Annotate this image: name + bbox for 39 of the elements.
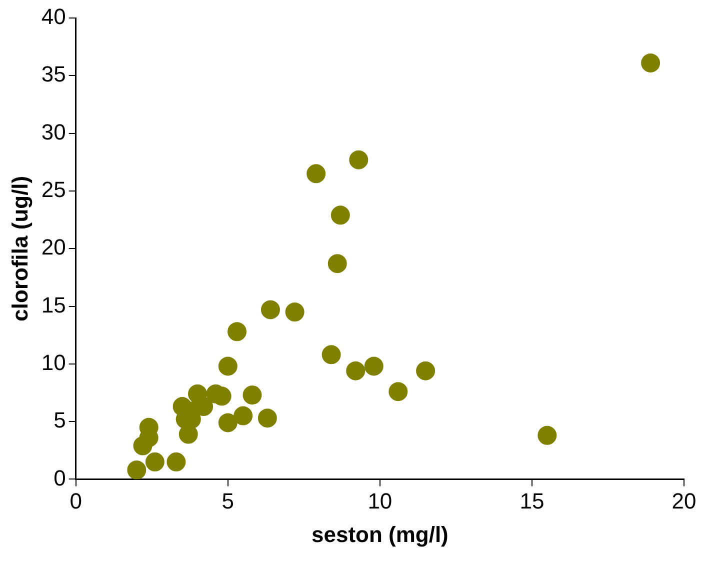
y-tick-label: 30 (41, 119, 66, 144)
point (127, 460, 146, 480)
point (218, 413, 238, 432)
y-tick-label: 35 (41, 62, 66, 87)
x-axis-title: seston (mg/l) (311, 522, 448, 547)
y-tick-label: 5 (54, 408, 66, 433)
x-tick-label: 5 (222, 488, 234, 514)
point (242, 386, 262, 405)
y-axis-title: clorofila (ug/l) (7, 176, 32, 322)
point (218, 356, 238, 376)
point (330, 206, 350, 225)
point (260, 300, 280, 320)
y-tick-label: 20 (41, 234, 66, 260)
point (145, 452, 164, 472)
point (194, 397, 214, 416)
point (166, 452, 186, 472)
y-tick-label: 10 (41, 350, 66, 375)
point (364, 356, 384, 376)
point (641, 53, 660, 72)
x-tick-label: 20 (672, 488, 696, 514)
point (234, 406, 253, 426)
point (538, 426, 557, 445)
point (322, 345, 341, 364)
y-tick-label: 0 (54, 465, 66, 490)
point (346, 361, 366, 380)
point (258, 408, 277, 428)
y-tick-label: 15 (41, 292, 66, 318)
point (388, 382, 408, 402)
x-tick-label: 10 (368, 488, 392, 514)
point (328, 254, 347, 274)
x-tick-label: 0 (70, 488, 82, 514)
point (416, 361, 436, 380)
point (306, 164, 326, 184)
x-tick-label: 15 (520, 488, 544, 514)
point (285, 302, 304, 322)
y-tick-label: 25 (41, 177, 66, 202)
point (349, 150, 368, 170)
y-tick-label: 40 (41, 4, 66, 30)
point (228, 322, 247, 342)
